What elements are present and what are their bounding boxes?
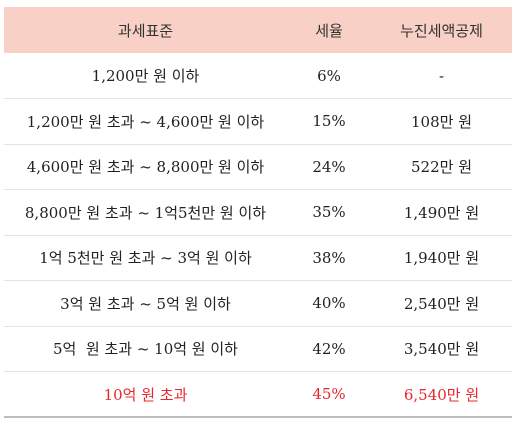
cell-bracket: 8,800만 원 초과 ~ 1억5천만 원 이하	[4, 189, 287, 236]
cell-bracket: 1억 5천만 원 초과 ~ 3억 원 이하	[4, 235, 287, 281]
cell-bracket: 10억 원 초과	[4, 371, 287, 418]
cell-rate: 35%	[287, 189, 371, 236]
table-row: 4,600만 원 초과 ~ 8,800만 원 이하 24% 522만 원	[4, 144, 512, 190]
table-row: 3억 원 초과 ~ 5억 원 이하 40% 2,540만 원	[4, 280, 512, 327]
header-tax-base: 과세표준	[117, 21, 174, 40]
cell-rate: 38%	[287, 235, 371, 281]
cell-bracket: 5억 원 초과 ~ 10억 원 이하	[4, 326, 287, 372]
cell-deduction: 1,940만 원	[371, 235, 512, 281]
header-tax-rate: 세율	[315, 21, 343, 40]
cell-deduction: 3,540만 원	[371, 326, 512, 372]
cell-rate: 40%	[287, 280, 371, 327]
cell-deduction: 1,490만 원	[371, 189, 512, 236]
cell-rate: 24%	[287, 144, 371, 190]
tax-rate-table-container: 과세표준 세율 누진세액공제 1,200만 원 이하 6% - 1,200만 원…	[4, 7, 512, 418]
table-row: 5억 원 초과 ~ 10억 원 이하 42% 3,540만 원	[4, 326, 512, 372]
tax-rate-table: 과세표준 세율 누진세액공제 1,200만 원 이하 6% - 1,200만 원…	[4, 7, 512, 418]
cell-rate: 6%	[287, 53, 371, 99]
cell-bracket: 3억 원 초과 ~ 5억 원 이하	[4, 280, 287, 327]
table-header-row: 과세표준 세율 누진세액공제	[4, 7, 512, 53]
header-progressive-deduction: 누진세액공제	[400, 21, 483, 40]
cell-bracket: 1,200만 원 이하	[4, 53, 287, 99]
cell-bracket: 1,200만 원 초과 ~ 4,600만 원 이하	[4, 98, 287, 145]
cell-deduction: 2,540만 원	[371, 280, 512, 327]
cell-deduction: -	[371, 53, 512, 99]
table-row: 1,200만 원 이하 6% -	[4, 53, 512, 99]
table-row: 8,800만 원 초과 ~ 1억5천만 원 이하 35% 1,490만 원	[4, 189, 512, 236]
cell-rate: 15%	[287, 98, 371, 145]
table-row: 1,200만 원 초과 ~ 4,600만 원 이하 15% 108만 원	[4, 98, 512, 145]
table-row-highlighted: 10억 원 초과 45% 6,540만 원	[4, 371, 512, 418]
cell-rate: 42%	[287, 326, 371, 372]
cell-rate: 45%	[287, 371, 371, 418]
cell-deduction: 6,540만 원	[371, 371, 512, 418]
cell-deduction: 522만 원	[371, 144, 512, 190]
table-row: 1억 5천만 원 초과 ~ 3억 원 이하 38% 1,940만 원	[4, 235, 512, 281]
cell-bracket: 4,600만 원 초과 ~ 8,800만 원 이하	[4, 144, 287, 190]
cell-deduction: 108만 원	[371, 98, 512, 145]
